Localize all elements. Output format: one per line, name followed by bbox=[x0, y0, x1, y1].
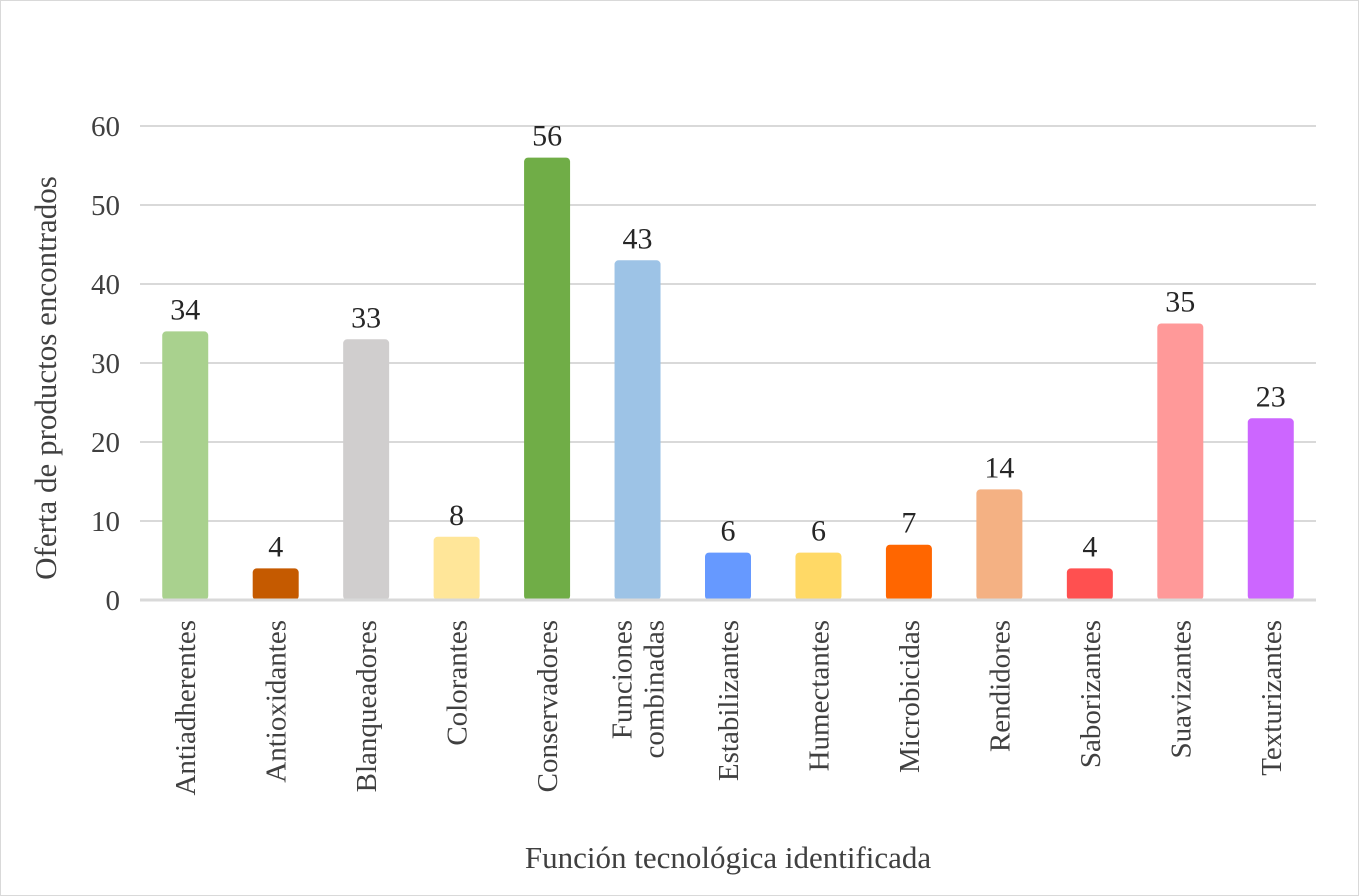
category-labels: Antiadherentes Antioxidantes Blanqueadores… bbox=[170, 620, 1288, 796]
data-labels: 34 4 33 8 56 43 6 6 7 14 4 35 23 bbox=[170, 120, 1286, 564]
y-tick-label: 0 bbox=[106, 585, 121, 617]
y-tick-label: 30 bbox=[91, 348, 120, 380]
bar bbox=[705, 552, 751, 600]
y-tick-label: 20 bbox=[91, 427, 120, 459]
category-label: Microbicidas bbox=[894, 620, 926, 773]
bar bbox=[976, 489, 1023, 600]
data-label: 4 bbox=[268, 530, 283, 563]
bar bbox=[614, 260, 661, 600]
data-label: 33 bbox=[351, 301, 381, 334]
data-label: 4 bbox=[1082, 530, 1097, 563]
category-label: Antioxidantes bbox=[261, 620, 293, 783]
bar bbox=[252, 568, 299, 600]
y-axis-ticks: 0 10 20 30 40 50 60 bbox=[91, 111, 120, 617]
bar bbox=[795, 552, 842, 600]
category-label: combinadas bbox=[639, 620, 671, 759]
data-label: 43 bbox=[623, 222, 653, 255]
bars bbox=[162, 157, 1294, 600]
y-tick-label: 40 bbox=[91, 269, 120, 301]
data-label: 6 bbox=[721, 515, 736, 548]
data-label: 14 bbox=[984, 451, 1014, 484]
data-label: 34 bbox=[170, 293, 200, 326]
data-label: 8 bbox=[449, 499, 464, 532]
category-label: Estabilizantes bbox=[713, 620, 745, 781]
gridlines bbox=[140, 125, 1316, 522]
data-label: 6 bbox=[811, 515, 826, 548]
category-label: Saborizantes bbox=[1075, 620, 1107, 768]
bar bbox=[885, 544, 932, 600]
y-tick-label: 50 bbox=[91, 190, 120, 222]
y-tick-label: 10 bbox=[91, 506, 120, 538]
bar bbox=[343, 339, 390, 600]
category-label: Texturizantes bbox=[1256, 620, 1288, 776]
category-label: Suavizantes bbox=[1165, 620, 1197, 759]
category-label: Conservadores bbox=[532, 620, 564, 792]
category-label: Humectantes bbox=[803, 620, 835, 771]
category-label: Antiadherentes bbox=[170, 620, 202, 796]
bar bbox=[433, 536, 480, 600]
bar bbox=[1157, 323, 1204, 600]
bar bbox=[1066, 568, 1113, 600]
data-label: 56 bbox=[532, 120, 562, 153]
data-label: 35 bbox=[1165, 286, 1195, 319]
bar bbox=[1247, 418, 1294, 600]
category-label: Rendidores bbox=[984, 620, 1016, 752]
bar bbox=[162, 331, 209, 600]
x-axis-title: Función tecnológica identificada bbox=[525, 840, 932, 875]
category-label: Blanqueadores bbox=[351, 620, 383, 792]
category-label: Colorantes bbox=[442, 620, 474, 746]
category-label: Funciones bbox=[607, 620, 639, 739]
data-label: 7 bbox=[901, 507, 916, 540]
y-axis-title: Oferta de productos encontrados bbox=[28, 176, 63, 580]
y-tick-label: 60 bbox=[91, 111, 120, 143]
bar bbox=[524, 157, 571, 600]
data-label: 23 bbox=[1256, 380, 1286, 413]
